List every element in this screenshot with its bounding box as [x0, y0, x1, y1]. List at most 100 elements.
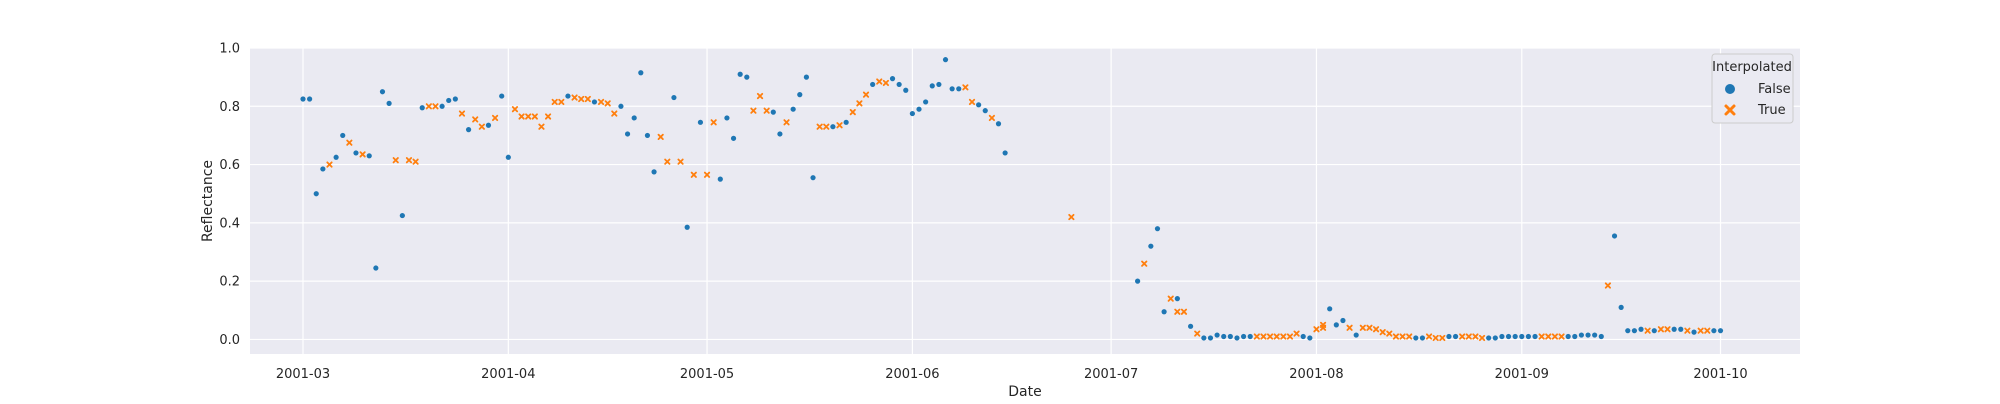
data-point-false	[1532, 333, 1538, 340]
data-point-true	[1253, 333, 1260, 340]
data-point-true	[657, 133, 664, 140]
data-point-false	[631, 115, 637, 121]
x-tick-label: 2001-06	[885, 367, 939, 382]
data-point-true	[1266, 333, 1274, 340]
data-point-false	[1154, 226, 1161, 232]
data-point-false	[1499, 333, 1505, 340]
data-point-false	[340, 132, 346, 139]
data-point-false	[770, 109, 776, 115]
data-point-true	[472, 116, 479, 123]
data-point-false	[790, 106, 796, 112]
data-point-true	[1465, 333, 1472, 340]
data-point-true	[1346, 324, 1353, 331]
data-point-false	[1446, 333, 1452, 340]
data-point-false	[1353, 332, 1359, 338]
y-tick-labels: 0.0 0.2 0.4 0.6 0.8 1.0	[219, 42, 240, 348]
data-point-false	[923, 99, 929, 105]
x-tick-label: 2001-08	[1289, 367, 1343, 382]
data-point-true	[1459, 333, 1466, 340]
legend-label-true: True	[1757, 103, 1786, 118]
data-point-true	[823, 123, 830, 130]
y-tick-label: 0.8	[219, 100, 240, 115]
data-point-true	[1319, 321, 1327, 328]
data-point-true	[571, 94, 578, 101]
data-point-true	[1432, 334, 1439, 342]
data-point-false	[1214, 332, 1220, 338]
data-point-false	[916, 106, 922, 112]
data-point-true	[1068, 213, 1075, 221]
data-point-false	[1333, 322, 1339, 328]
data-point-false	[1413, 335, 1419, 341]
data-point-false	[1452, 333, 1459, 340]
data-point-true	[1664, 326, 1671, 333]
data-point-true	[432, 103, 439, 110]
data-point-false	[929, 83, 935, 89]
data-point-false	[810, 175, 816, 181]
data-point-false	[1678, 326, 1684, 332]
data-point-false	[1578, 332, 1585, 338]
data-point-true	[836, 122, 843, 129]
data-point-true	[1684, 327, 1691, 334]
data-point-false	[1505, 333, 1512, 340]
data-point-false	[724, 115, 730, 121]
data-point-false	[1512, 333, 1518, 340]
data-point-false	[1307, 335, 1313, 341]
plot-background	[250, 48, 1800, 354]
data-point-true	[1141, 260, 1148, 267]
data-point-false	[1711, 328, 1717, 334]
data-point-false	[386, 100, 392, 106]
data-point-true	[1538, 333, 1545, 340]
data-point-false	[1174, 296, 1180, 302]
data-point-false	[300, 96, 306, 102]
data-point-true	[962, 84, 969, 91]
data-point-false	[1486, 335, 1492, 341]
data-point-false	[624, 131, 631, 137]
data-point-false	[1691, 329, 1697, 335]
data-point-false	[1161, 309, 1167, 315]
data-point-false	[651, 169, 657, 175]
data-point-true	[1379, 329, 1386, 336]
data-point-false	[1519, 333, 1525, 340]
data-point-true	[1273, 333, 1280, 340]
data-point-false	[1201, 335, 1207, 341]
data-point-false	[644, 132, 651, 139]
data-point-true	[783, 119, 790, 126]
data-point-false	[1187, 323, 1194, 329]
data-point-false	[313, 191, 319, 197]
y-axis-label: Reflectance	[200, 160, 216, 242]
legend: Interpolated False True	[1711, 53, 1794, 124]
data-point-true	[1372, 326, 1380, 333]
data-point-true	[968, 98, 976, 106]
data-point-true	[1366, 324, 1373, 331]
data-point-false	[797, 92, 803, 98]
data-point-true	[584, 95, 591, 103]
data-point-false	[565, 93, 571, 99]
data-point-true	[1313, 326, 1320, 333]
data-point-true	[425, 103, 432, 110]
y-tick-label: 0.6	[219, 158, 240, 173]
data-point-false	[889, 76, 896, 82]
x-tick-labels: 2001-03 2001-04 2001-05 2001-06 2001-07 2001-…	[276, 367, 1748, 382]
data-point-true	[1406, 333, 1413, 340]
legend-marker-false	[1725, 84, 1735, 94]
data-point-false	[717, 176, 723, 182]
data-point-true	[1551, 333, 1559, 340]
legend-title: Interpolated	[1712, 60, 1792, 75]
data-point-true	[1359, 324, 1366, 331]
data-point-false	[419, 105, 425, 111]
data-point-true	[525, 113, 532, 120]
data-point-false	[995, 121, 1002, 127]
data-point-false	[982, 108, 988, 114]
data-point-false	[1247, 333, 1253, 340]
data-point-false	[1611, 233, 1618, 239]
data-point-false	[803, 74, 810, 80]
data-point-false	[1419, 335, 1426, 341]
data-point-false	[949, 86, 955, 92]
data-point-true	[816, 123, 823, 130]
data-point-false	[830, 124, 836, 130]
data-point-false	[499, 93, 505, 99]
y-tick-label: 0.4	[219, 216, 240, 231]
data-point-true	[392, 157, 399, 164]
data-point-true	[518, 113, 525, 120]
